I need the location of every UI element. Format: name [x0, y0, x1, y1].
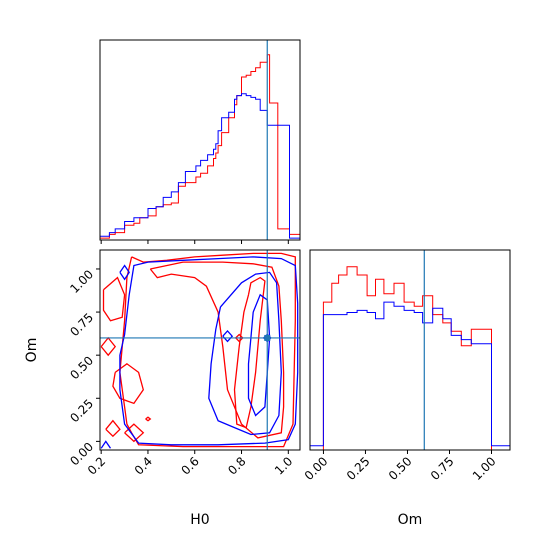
om-marginal-tick-label-1: 0.25 [344, 454, 373, 483]
om-tick-label-3: 0.75 [67, 310, 96, 339]
om-histogram-series-0 [310, 266, 510, 451]
contour-series-1-level-1 [208, 271, 282, 436]
h0-tick-label-0: 0.2 [85, 454, 108, 477]
contour-series-0-level-1 [149, 261, 285, 439]
contour-series-0-level-0 [119, 252, 296, 448]
om-marginal-tick-label-0: 0.00 [302, 454, 331, 483]
contour-frame [99, 249, 301, 451]
h0-tick-label-4: 1.0 [272, 454, 295, 477]
x-axis-label-om: Om [398, 512, 423, 528]
contour-series-0-level-5 [124, 423, 145, 443]
contour-series-0-level-4 [112, 362, 145, 405]
contour-series-1-level-0 [119, 256, 299, 446]
h0-tick-label-2: 0.6 [178, 454, 201, 477]
contour-series-0-level-6 [105, 419, 121, 438]
om-marginal-tick-label-3: 0.75 [428, 454, 457, 483]
om-histogram-series-1 [309, 301, 510, 450]
x-axis-label-h0: H0 [190, 512, 209, 528]
contour-series-0-level-9 [145, 416, 152, 422]
contour-series-1-level-4 [222, 330, 234, 343]
h0-marginal-panel [99, 39, 301, 244]
contour-series-0-level-7 [100, 336, 117, 357]
contour-lines [100, 252, 299, 449]
contour-series-0-level-2 [233, 276, 266, 429]
om-marginal-tick-label-4: 1.00 [470, 454, 499, 483]
h0-histogram-series-0 [99, 54, 300, 240]
h0-marginal-frame [99, 39, 301, 241]
contour-series-1-level-6 [100, 440, 112, 449]
h0-histogram-series-1 [99, 93, 300, 240]
h0-tick-label-1: 0.4 [132, 454, 155, 477]
om-tick-label-1: 0.25 [67, 396, 96, 425]
om-tick-label-4: 1.00 [67, 267, 96, 296]
om-marginal-frame [309, 249, 511, 451]
om-tick-label-2: 0.50 [67, 353, 96, 382]
contour-series-1-level-3 [119, 264, 130, 281]
truth-marker [264, 334, 271, 341]
contour-series-0-level-3 [102, 276, 126, 322]
om-marginal-tick-label-2: 0.50 [386, 454, 415, 483]
contour-series-1-level-2 [247, 293, 271, 417]
h0-tick-label-3: 0.8 [225, 454, 248, 477]
y-axis-label-om: Om [24, 338, 40, 363]
om-marginal-panel: 0.00 0.25 0.50 0.75 1.00 [302, 249, 511, 483]
h0-om-contour-panel: 0.2 0.4 0.6 0.8 1.00.000.250.500.751.00 [67, 249, 301, 478]
